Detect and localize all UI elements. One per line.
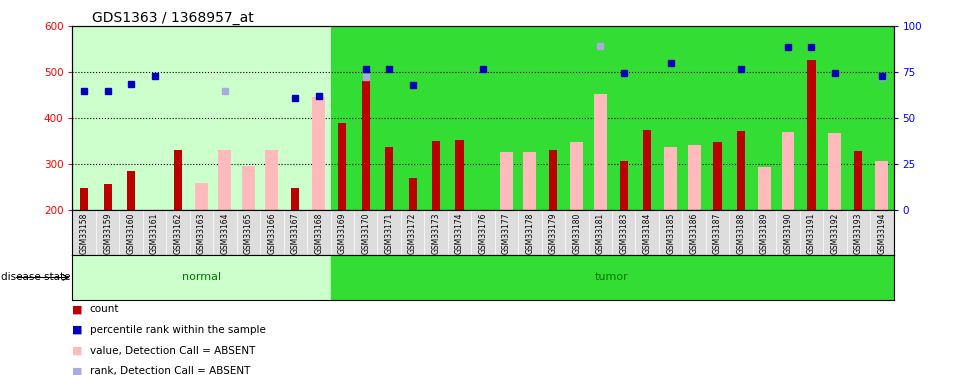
- Text: GSM33159: GSM33159: [103, 212, 112, 254]
- Bar: [330, 26, 894, 210]
- Text: GSM33183: GSM33183: [619, 212, 628, 254]
- Text: GSM33174: GSM33174: [455, 212, 464, 254]
- Text: GDS1363 / 1368957_at: GDS1363 / 1368957_at: [92, 11, 253, 25]
- Bar: [875, 161, 889, 210]
- Bar: [72, 26, 330, 210]
- Bar: [291, 188, 299, 210]
- Text: GSM33190: GSM33190: [783, 212, 792, 254]
- Text: GSM33189: GSM33189: [760, 212, 769, 254]
- Bar: [242, 166, 255, 210]
- Bar: [643, 130, 651, 210]
- Bar: [385, 147, 393, 210]
- Bar: [312, 98, 326, 210]
- Bar: [127, 171, 135, 210]
- Text: ■: ■: [72, 325, 83, 335]
- Bar: [781, 132, 794, 210]
- Bar: [758, 167, 771, 210]
- Text: GSM33191: GSM33191: [807, 212, 816, 254]
- Text: normal: normal: [182, 273, 221, 282]
- Bar: [570, 142, 583, 210]
- Text: ■: ■: [72, 366, 83, 375]
- Bar: [218, 150, 232, 210]
- Text: GSM33193: GSM33193: [854, 212, 863, 254]
- Bar: [500, 152, 513, 210]
- Text: GSM33184: GSM33184: [642, 212, 652, 254]
- Text: value, Detection Call = ABSENT: value, Detection Call = ABSENT: [90, 346, 255, 355]
- Text: ■: ■: [72, 346, 83, 355]
- Bar: [432, 141, 440, 210]
- Text: GSM33169: GSM33169: [338, 212, 347, 254]
- Bar: [338, 123, 347, 210]
- Bar: [330, 255, 894, 300]
- Bar: [829, 133, 841, 210]
- Text: GSM33166: GSM33166: [268, 212, 276, 254]
- Text: GSM33170: GSM33170: [361, 212, 370, 254]
- Text: GSM33164: GSM33164: [220, 212, 230, 254]
- Bar: [688, 145, 700, 210]
- Bar: [665, 147, 677, 210]
- Text: GSM33161: GSM33161: [150, 212, 159, 254]
- Text: disease state: disease state: [1, 273, 71, 282]
- Bar: [103, 184, 112, 210]
- Text: GSM33172: GSM33172: [408, 212, 417, 254]
- Bar: [808, 60, 815, 210]
- Text: GSM33188: GSM33188: [736, 212, 746, 254]
- Text: GSM33167: GSM33167: [291, 212, 299, 254]
- Bar: [737, 130, 745, 210]
- Bar: [361, 81, 370, 210]
- Bar: [80, 188, 88, 210]
- Text: GSM33163: GSM33163: [197, 212, 206, 254]
- Bar: [266, 150, 278, 210]
- Text: GSM33173: GSM33173: [432, 212, 440, 254]
- Bar: [594, 94, 607, 210]
- Bar: [524, 152, 536, 210]
- Bar: [550, 150, 557, 210]
- Text: GSM33194: GSM33194: [877, 212, 887, 254]
- Bar: [195, 183, 208, 210]
- Bar: [455, 140, 464, 210]
- Text: GSM33160: GSM33160: [127, 212, 135, 254]
- Text: GSM33177: GSM33177: [502, 212, 511, 254]
- Bar: [72, 255, 330, 300]
- Text: GSM33187: GSM33187: [713, 212, 723, 254]
- Text: GSM33192: GSM33192: [831, 212, 839, 254]
- Text: GSM33162: GSM33162: [174, 212, 183, 254]
- Text: rank, Detection Call = ABSENT: rank, Detection Call = ABSENT: [90, 366, 250, 375]
- Bar: [714, 142, 722, 210]
- Bar: [854, 151, 863, 210]
- Bar: [619, 161, 628, 210]
- Text: GSM33181: GSM33181: [596, 212, 605, 254]
- Text: GSM33168: GSM33168: [314, 212, 324, 254]
- Text: GSM33179: GSM33179: [549, 212, 558, 254]
- Text: count: count: [90, 304, 120, 314]
- Text: GSM33171: GSM33171: [384, 212, 394, 254]
- Text: GSM33158: GSM33158: [79, 212, 89, 254]
- Text: GSM33186: GSM33186: [690, 212, 698, 254]
- Text: GSM33165: GSM33165: [243, 212, 253, 254]
- Text: ■: ■: [72, 304, 83, 314]
- Text: GSM33178: GSM33178: [526, 212, 534, 254]
- Text: GSM33185: GSM33185: [667, 212, 675, 254]
- Bar: [409, 178, 416, 210]
- Text: GSM33176: GSM33176: [478, 212, 488, 254]
- Text: tumor: tumor: [595, 273, 629, 282]
- Bar: [174, 150, 183, 210]
- Text: percentile rank within the sample: percentile rank within the sample: [90, 325, 266, 335]
- Text: GSM33180: GSM33180: [572, 212, 582, 254]
